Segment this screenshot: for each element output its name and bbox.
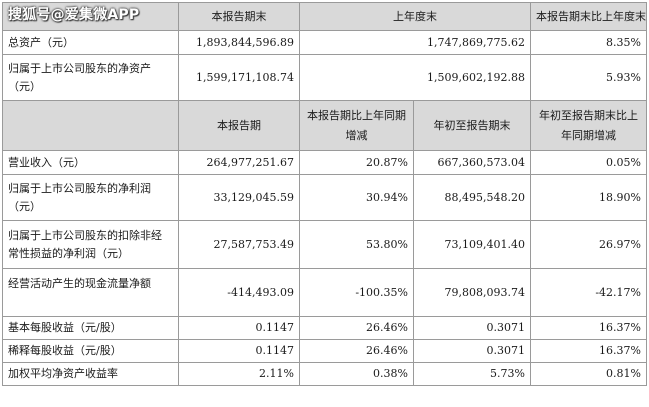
table2-header-ytd-change: 年初至报告期末比上 年同期增减: [530, 100, 647, 151]
cell-period-change: -100.35%: [299, 268, 414, 317]
row-label: 归属于上市公司股东的净利润 （元）: [2, 174, 179, 221]
row-label: 加权平均净资产收益率: [2, 362, 179, 386]
row-label: 营业收入（元）: [2, 150, 179, 175]
table-row: 经营活动产生的现金流量净额 -414,493.09 -100.35% 79,80…: [2, 268, 647, 317]
table-row: 基本每股收益（元/股） 0.1147 26.46% 0.3071 16.37%: [2, 316, 647, 340]
row-label: 稀释每股收益（元/股）: [2, 339, 179, 363]
table2-header-period-change: 本报告期比上年同期 增减: [299, 100, 414, 151]
cell-change: 5.93%: [530, 54, 647, 101]
watermark-text: 搜狐号@爱集微APP: [8, 7, 140, 23]
row-label: 归属于上市公司股东的扣除非经 常性损益的净利润（元）: [2, 220, 179, 269]
cell-period: 264,977,251.67: [178, 150, 300, 175]
cell-current: 1,893,844,596.89: [178, 30, 300, 55]
cell-ytd-change: 18.90%: [530, 174, 647, 221]
row-label-line2: （元）: [8, 79, 41, 93]
cell-period: 2.11%: [178, 362, 300, 386]
header-line2: 年同期增减: [561, 128, 616, 142]
table2-header-label: [2, 100, 179, 151]
financial-summary-sheet: 本报告期末 上年度末 本报告期末比上年度末增减 总资产（元） 1,893,844…: [2, 2, 647, 386]
row-label-line1: 归属于上市公司股东的扣除非经: [8, 228, 162, 242]
cell-ytd: 0.3071: [413, 316, 531, 340]
row-label-line2: 常性损益的净利润（元）: [8, 246, 129, 260]
row-label: 归属于上市公司股东的净资产 （元）: [2, 54, 179, 101]
cell-ytd: 667,360,573.04: [413, 150, 531, 175]
cell-period-change: 30.94%: [299, 174, 414, 221]
row-label-line1: 归属于上市公司股东的净利润: [8, 181, 151, 195]
cell-prior: 1,509,602,192.88: [299, 54, 531, 101]
table-row: 归属于上市公司股东的净资产 （元） 1,599,171,108.74 1,509…: [2, 54, 647, 101]
cell-period-change: 0.38%: [299, 362, 414, 386]
cell-period: -414,493.09: [178, 268, 300, 317]
cell-period: 0.1147: [178, 339, 300, 363]
cell-ytd: 5.73%: [413, 362, 531, 386]
table-row: 总资产（元） 1,893,844,596.89 1,747,869,775.62…: [2, 30, 647, 55]
table-row: 营业收入（元） 264,977,251.67 20.87% 667,360,57…: [2, 150, 647, 175]
table1-header-change: 本报告期末比上年度末增减: [530, 2, 647, 31]
cell-ytd-change: 26.97%: [530, 220, 647, 269]
cell-period: 0.1147: [178, 316, 300, 340]
cell-ytd: 88,495,548.20: [413, 174, 531, 221]
cell-change: 8.35%: [530, 30, 647, 55]
row-label: 基本每股收益（元/股）: [2, 316, 179, 340]
row-label: 总资产（元）: [2, 30, 179, 55]
cell-period-change: 26.46%: [299, 339, 414, 363]
table-row: 加权平均净资产收益率 2.11% 0.38% 5.73% 0.81%: [2, 362, 647, 386]
cell-ytd-change: 16.37%: [530, 316, 647, 340]
cell-ytd: 73,109,401.40: [413, 220, 531, 269]
cell-ytd: 0.3071: [413, 339, 531, 363]
table-row: 稀释每股收益（元/股） 0.1147 26.46% 0.3071 16.37%: [2, 339, 647, 363]
table-row: 归属于上市公司股东的扣除非经 常性损益的净利润（元） 27,587,753.49…: [2, 220, 647, 269]
table2-header-row: 本报告期 本报告期比上年同期 增减 年初至报告期末 年初至报告期末比上 年同期增…: [2, 100, 647, 151]
table1-header-prior: 上年度末: [299, 2, 531, 31]
cell-ytd-change: 0.81%: [530, 362, 647, 386]
table-row: 归属于上市公司股东的净利润 （元） 33,129,045.59 30.94% 8…: [2, 174, 647, 221]
table2-header-period: 本报告期: [178, 100, 300, 151]
cell-period: 33,129,045.59: [178, 174, 300, 221]
table2-header-ytd: 年初至报告期末: [413, 100, 531, 151]
row-label-line1: 归属于上市公司股东的净资产: [8, 61, 151, 75]
header-line1: 本报告期比上年同期: [307, 108, 406, 122]
cell-ytd-change: 16.37%: [530, 339, 647, 363]
cell-ytd-change: -42.17%: [530, 268, 647, 317]
cell-period-change: 20.87%: [299, 150, 414, 175]
cell-period-change: 26.46%: [299, 316, 414, 340]
cell-ytd-change: 0.05%: [530, 150, 647, 175]
row-label-line2: （元）: [8, 199, 41, 213]
header-line2: 增减: [345, 128, 368, 142]
table1-header-current: 本报告期末: [178, 2, 300, 31]
cell-period: 27,587,753.49: [178, 220, 300, 269]
cell-period-change: 53.80%: [299, 220, 414, 269]
table1-header-label: [2, 2, 179, 31]
cell-prior: 1,747,869,775.62: [299, 30, 531, 55]
header-line1: 年初至报告期末比上: [539, 108, 638, 122]
row-label: 经营活动产生的现金流量净额: [2, 268, 179, 317]
cell-current: 1,599,171,108.74: [178, 54, 300, 101]
financial-table: 本报告期末 上年度末 本报告期末比上年度末增减 总资产（元） 1,893,844…: [2, 2, 647, 386]
cell-ytd: 79,808,093.74: [413, 268, 531, 317]
